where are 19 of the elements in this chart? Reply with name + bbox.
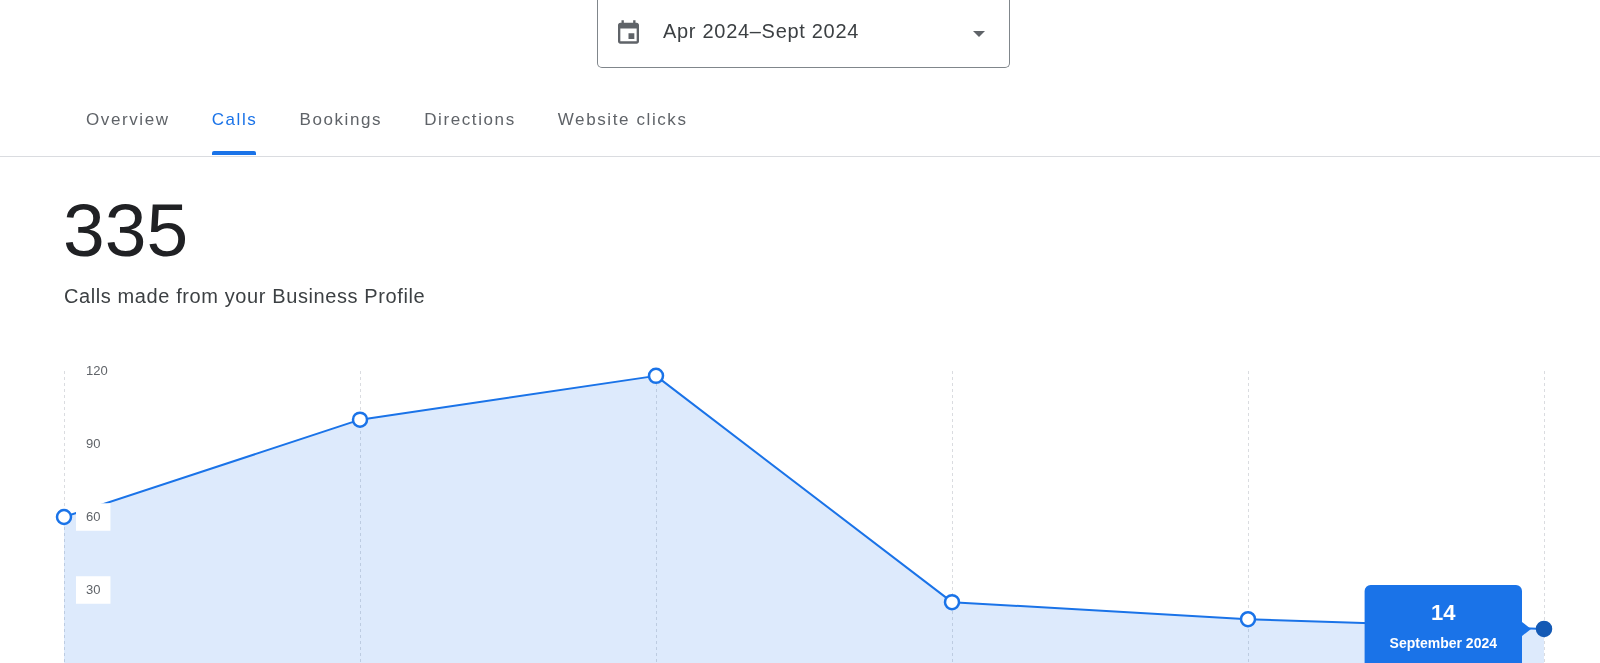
text: Overview [86, 110, 170, 129]
text: Website clicks [557, 110, 688, 129]
annotation: 14 [1431, 600, 1457, 625]
y-tick-label: 60 [86, 508, 101, 524]
text: Directions [424, 110, 516, 129]
annotation: September 2024 [1389, 634, 1498, 651]
point [943, 593, 961, 611]
point [351, 411, 369, 428]
chart-title: 335 [63, 188, 189, 272]
text: Bookings [299, 110, 383, 129]
point [55, 508, 73, 526]
y-tick-label: 120 [86, 362, 108, 378]
point [647, 367, 665, 385]
date-range-field: Apr 2024–Sept 2024 [597, 0, 1010, 68]
chart-subtitle: Calls made from your Business Profile [64, 284, 426, 308]
point [1239, 610, 1257, 628]
text: Calls [211, 110, 258, 129]
y-tick-label: 30 [86, 581, 101, 597]
y-tick-label: 90 [86, 435, 101, 451]
